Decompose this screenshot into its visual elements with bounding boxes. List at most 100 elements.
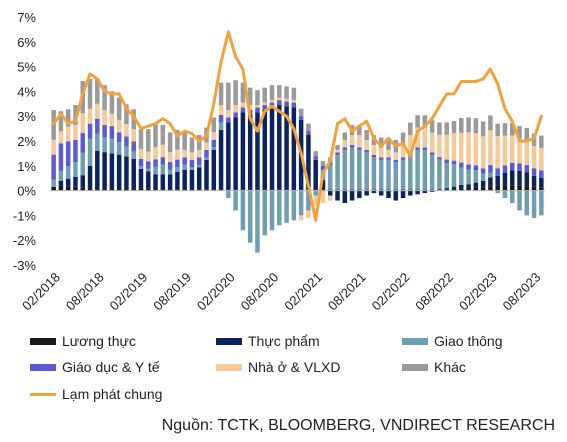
y-tick-label: -2% bbox=[13, 233, 37, 248]
bar-segment bbox=[153, 189, 158, 191]
bar-segment bbox=[284, 106, 289, 190]
stacked-bar-chart: 7% 6% 5% 4% 3% 2% 1% 0% -1% -2% -3% 02/2018 08/2018… bbox=[13, 10, 545, 314]
bar-segment bbox=[138, 166, 144, 169]
bar-segment bbox=[509, 170, 515, 186]
x-tick-label: 08/2021 bbox=[325, 270, 369, 314]
bar-segment bbox=[233, 112, 238, 118]
bar-segment bbox=[269, 100, 275, 103]
bar-segment bbox=[466, 188, 471, 191]
bar-segment bbox=[459, 188, 464, 191]
bar-segment bbox=[262, 189, 267, 191]
bar-segment bbox=[531, 168, 537, 176]
x-tick-label: 08/2018 bbox=[63, 270, 107, 314]
bar-segment bbox=[444, 122, 449, 135]
bar-segment bbox=[298, 116, 304, 120]
bar-segment bbox=[437, 134, 442, 158]
bar-segment bbox=[429, 190, 435, 192]
bar-segment bbox=[182, 149, 187, 158]
bar-segment bbox=[160, 174, 166, 190]
bar-segment bbox=[488, 186, 493, 191]
bar-segment bbox=[160, 164, 166, 175]
bar-segment bbox=[153, 124, 158, 147]
legend-item-nha-o-vlxd: Nhà ở & VLXD bbox=[216, 359, 340, 375]
bar-segment bbox=[73, 105, 78, 125]
bar-segment bbox=[153, 174, 158, 190]
legend-item-luong-thuc: Lương thực bbox=[30, 333, 136, 349]
bar-segment bbox=[386, 190, 391, 199]
bar-segment bbox=[306, 134, 311, 190]
bar-segment bbox=[277, 97, 282, 101]
bar-segment bbox=[335, 154, 340, 190]
bar-segment bbox=[502, 172, 508, 186]
bar-segment bbox=[146, 129, 151, 152]
bar-segment bbox=[131, 188, 136, 191]
bar-segment bbox=[58, 170, 64, 181]
bar-segment bbox=[182, 157, 187, 165]
y-axis-ticks: 7% 6% 5% 4% 3% 2% 1% 0% -1% -2% -3% bbox=[13, 10, 37, 273]
bar-segment bbox=[444, 159, 449, 164]
bar-segment bbox=[429, 120, 435, 133]
bar-segment bbox=[357, 149, 362, 190]
bar-segment bbox=[58, 180, 64, 186]
bar-segment bbox=[175, 149, 180, 160]
bar-segment bbox=[495, 190, 500, 194]
bar-segment bbox=[400, 157, 406, 160]
bar-segment bbox=[429, 152, 435, 155]
y-tick-label: 3% bbox=[17, 109, 36, 124]
bar-segment bbox=[189, 137, 195, 153]
bar-segment bbox=[378, 137, 384, 148]
bar-segment bbox=[269, 190, 275, 231]
bar-segment bbox=[306, 190, 311, 211]
bar-segment bbox=[371, 144, 377, 155]
bar-segment bbox=[473, 165, 479, 171]
bar-segment bbox=[524, 186, 530, 191]
bar-segment bbox=[65, 126, 71, 142]
bar-segment bbox=[531, 190, 537, 218]
x-tick-label: 02/2019 bbox=[107, 270, 151, 314]
x-tick-label: 08/2020 bbox=[238, 270, 282, 314]
bar-segment bbox=[422, 190, 428, 194]
bar-segment bbox=[204, 157, 209, 160]
bar-segment bbox=[58, 131, 64, 144]
bar-segment bbox=[51, 186, 56, 191]
bar-segment bbox=[480, 168, 486, 174]
bar-segment bbox=[524, 190, 530, 216]
x-tick-label: 08/2019 bbox=[150, 270, 194, 314]
bar-segment bbox=[116, 97, 122, 120]
bar-segment bbox=[357, 147, 362, 150]
bar-segment bbox=[277, 190, 282, 226]
bar-segment bbox=[393, 190, 399, 201]
bar-segment bbox=[167, 189, 173, 191]
bar-segment bbox=[240, 190, 246, 231]
source-note: Nguồn: TCTK, BLOOMBERG, VNDIRECT RESEARC… bbox=[161, 417, 555, 434]
bar-segment bbox=[539, 177, 544, 188]
bar-segment bbox=[167, 162, 173, 170]
bar-segment bbox=[189, 152, 195, 160]
bar-segment bbox=[87, 108, 93, 124]
bar-segment bbox=[364, 152, 369, 190]
bar-segment bbox=[495, 185, 500, 191]
bar-segment bbox=[196, 157, 202, 165]
bar-segment bbox=[109, 91, 115, 114]
bar-segment bbox=[153, 146, 158, 160]
bar-segment bbox=[109, 188, 115, 191]
bar-segment bbox=[509, 123, 515, 136]
legend-swatch bbox=[216, 337, 242, 345]
bar-segment bbox=[240, 82, 246, 103]
bar-segment bbox=[466, 169, 471, 185]
bar-segment bbox=[240, 189, 246, 191]
bar-segment bbox=[146, 161, 151, 169]
bar-segment bbox=[298, 189, 304, 191]
bar-segment bbox=[182, 132, 187, 150]
bar-segment bbox=[124, 188, 129, 191]
bar-segment bbox=[247, 189, 253, 191]
bar-segment bbox=[131, 129, 136, 142]
legend-label: Khác bbox=[434, 359, 466, 375]
bar-segment bbox=[240, 107, 246, 113]
bar-segment bbox=[175, 172, 180, 190]
bar-segment bbox=[226, 122, 231, 190]
bar-segment bbox=[298, 190, 304, 216]
bar-segment bbox=[167, 152, 173, 163]
legend-line-swatch bbox=[30, 392, 56, 396]
bar-segment bbox=[80, 113, 86, 134]
